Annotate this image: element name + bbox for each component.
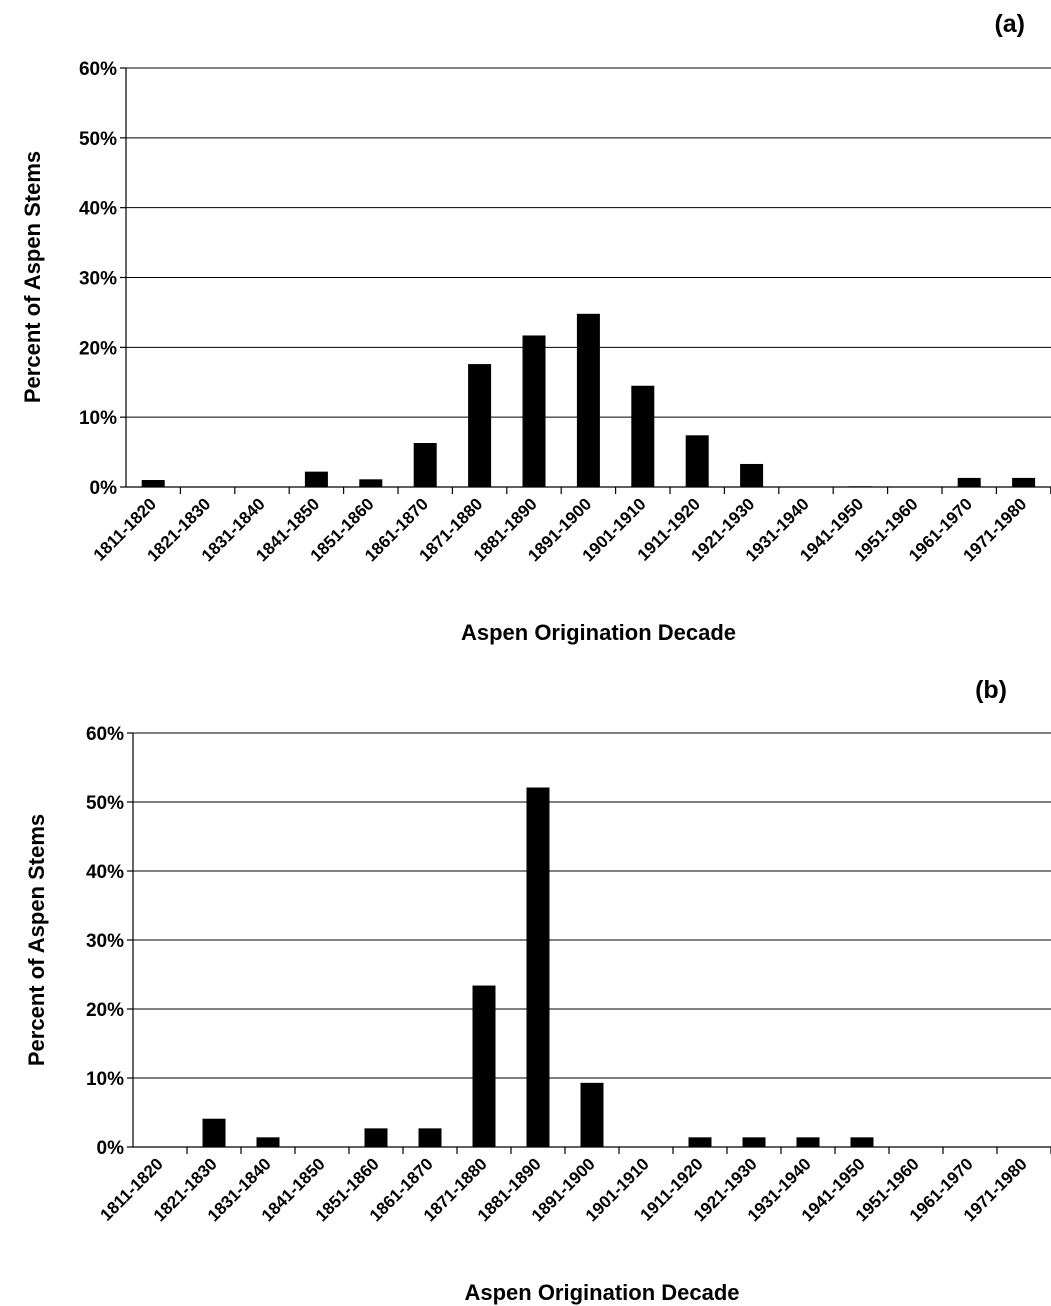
bar-1911-1920 <box>688 1137 712 1147</box>
y-tick-label: 30% <box>86 931 124 952</box>
y-tick-label: 50% <box>79 129 117 150</box>
bar-1921-1930 <box>742 1137 766 1147</box>
y-tick-label: 30% <box>79 269 117 290</box>
bar-1921-1930 <box>740 463 764 487</box>
panel-label: (a) <box>994 10 1025 38</box>
bar-1841-1850 <box>304 471 328 487</box>
bar-1811-1820 <box>141 480 165 487</box>
panel-label: (b) <box>975 676 1007 704</box>
bar-1851-1860 <box>359 479 383 487</box>
bar-1861-1870 <box>418 1128 442 1147</box>
bar-1871-1880 <box>472 985 496 1147</box>
bar-1961-1970 <box>957 477 981 487</box>
bar-1851-1860 <box>364 1128 388 1147</box>
bar-1881-1890 <box>526 787 550 1147</box>
bar-1831-1840 <box>256 1137 280 1147</box>
bar-1971-1980 <box>1012 477 1036 487</box>
y-tick-label: 60% <box>86 724 124 745</box>
bar-1941-1950 <box>848 486 872 487</box>
bar-1891-1900 <box>576 313 600 487</box>
chart-panel-a: (a)0%10%20%30%40%50%60%1811-18201821-183… <box>20 10 1051 645</box>
bar-1941-1950 <box>850 1137 874 1147</box>
y-tick-label: 0% <box>90 478 118 499</box>
y-axis-title: Percent of Aspen Stems <box>20 151 45 403</box>
y-tick-label: 10% <box>79 408 117 429</box>
y-tick-label: 20% <box>86 1000 124 1021</box>
y-tick-label: 50% <box>86 793 124 814</box>
y-tick-label: 60% <box>79 59 117 80</box>
bar-1881-1890 <box>522 335 546 487</box>
y-axis-title: Percent of Aspen Stems <box>24 814 49 1066</box>
y-tick-label: 40% <box>79 199 117 220</box>
y-tick-label: 40% <box>86 862 124 883</box>
bar-1911-1920 <box>685 435 709 487</box>
chart-panel-b: (b)0%10%20%30%40%50%60%1811-18201821-183… <box>24 676 1051 1305</box>
x-axis-title: Aspen Origination Decade <box>464 1280 739 1305</box>
bar-1891-1900 <box>580 1082 604 1147</box>
bar-1871-1880 <box>468 364 492 487</box>
bar-1901-1910 <box>631 385 655 487</box>
bar-1931-1940 <box>796 1137 820 1147</box>
y-tick-label: 20% <box>79 338 117 359</box>
x-axis-title: Aspen Origination Decade <box>461 620 736 645</box>
bar-1821-1830 <box>202 1118 226 1147</box>
y-tick-label: 0% <box>97 1138 125 1159</box>
bar-1861-1870 <box>413 443 437 487</box>
y-tick-label: 10% <box>86 1069 124 1090</box>
